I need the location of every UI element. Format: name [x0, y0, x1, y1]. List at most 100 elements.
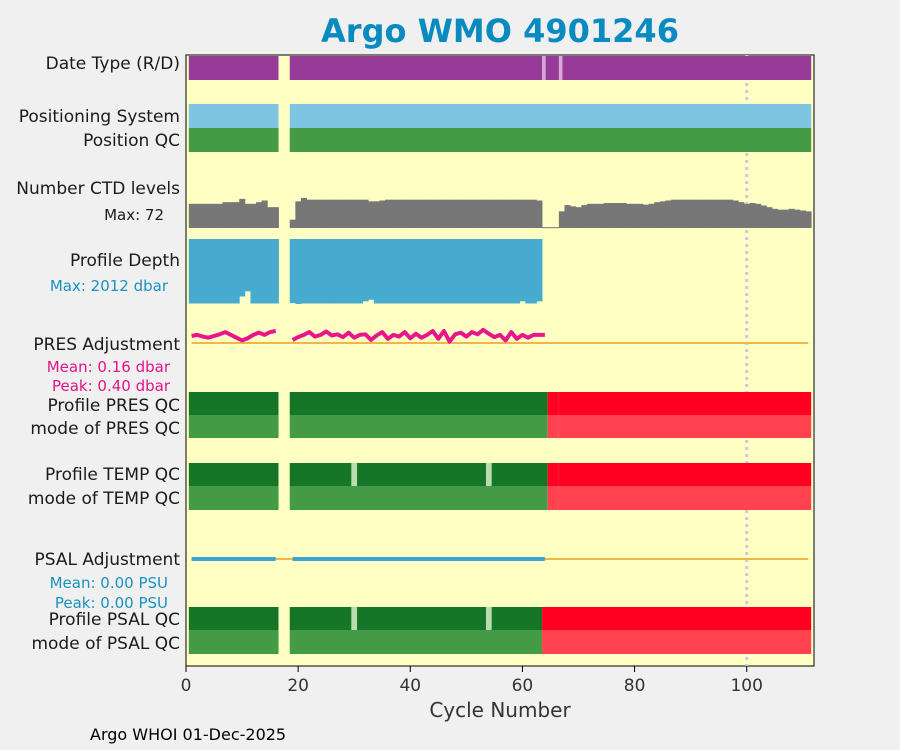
profile-depth-bar [429, 239, 436, 304]
ctd-level-bar [715, 199, 722, 228]
profile-depth-bar [250, 239, 257, 304]
ctd-level-bar [783, 209, 790, 228]
label-mode-psal-qc: mode of PSAL QC [31, 634, 180, 654]
profile-depth-bar [480, 239, 487, 304]
profile-depth-bar [530, 239, 537, 304]
profile-depth-bar [334, 239, 341, 304]
ctd-level-bar [631, 203, 638, 228]
x-tick-label: 60 [512, 676, 534, 696]
ctd-level-bar [766, 207, 773, 228]
ctd-level-bar [345, 199, 352, 228]
profile-pres-qc-segment [289, 392, 548, 415]
ctd-level-bar [244, 203, 251, 228]
profile-temp-qc-segment [289, 463, 352, 486]
ctd-level-bar [497, 199, 504, 228]
label-mode-temp-qc: mode of TEMP QC [28, 489, 180, 509]
x-tick-label: 0 [181, 676, 192, 696]
profile-depth-bar [328, 239, 335, 304]
profile-pres-qc-segment [188, 392, 279, 415]
ctd-level-bar [671, 199, 678, 228]
label-mode-pres-qc: mode of PRES QC [30, 419, 180, 439]
ctd-level-bar [542, 227, 549, 229]
ctd-level-bar [519, 199, 526, 228]
profile-temp-qc-segment [558, 463, 812, 486]
x-tick-label: 40 [399, 676, 421, 696]
ctd-level-bar [188, 203, 195, 228]
date-type-light-segment [558, 56, 563, 80]
ctd-level-bar [687, 199, 694, 228]
positioning-system-bar [188, 104, 279, 128]
ctd-level-bar [469, 199, 476, 228]
profile-depth-bar [457, 239, 464, 304]
ctd-level-bar [463, 199, 470, 228]
mode-pres-qc-segment [558, 415, 812, 438]
ctd-level-bar [558, 211, 565, 228]
ctd-level-bar [407, 199, 414, 228]
ctd-level-bar [272, 207, 279, 228]
profile-depth-bar [441, 239, 448, 304]
profile-temp-qc-segment [547, 463, 559, 486]
ctd-level-bar [390, 199, 397, 228]
ctd-level-bar [676, 199, 683, 228]
label-positioning-system: Positioning System [19, 107, 180, 127]
mode-temp-qc-segment [289, 486, 548, 510]
ctd-level-bar [738, 202, 745, 228]
profile-depth-bar [345, 239, 352, 304]
profile-psal-qc-segment [289, 607, 352, 630]
ctd-level-bar [491, 199, 498, 228]
x-tick-label: 80 [624, 676, 646, 696]
profile-depth-bar [368, 239, 375, 300]
label-profile-depth: Profile Depth [70, 251, 180, 271]
mode-pres-qc-segment [188, 415, 279, 438]
ctd-level-bar [642, 204, 649, 228]
label-profile-temp-qc: Profile TEMP QC [45, 465, 180, 485]
profile-depth-bar [211, 239, 218, 304]
x-tick-label: 20 [287, 676, 309, 696]
ctd-level-bar [211, 203, 218, 228]
profile-depth-bar [491, 239, 498, 304]
ctd-level-bar [805, 211, 812, 228]
ctd-level-bar [502, 199, 509, 228]
ctd-level-bar [777, 209, 784, 228]
ctd-level-bar [250, 203, 257, 228]
profile-depth-bar [267, 239, 274, 304]
profile-depth-bar [272, 239, 279, 304]
qc-light-segment [351, 463, 358, 486]
profile-pres-qc-segment [547, 392, 559, 415]
ctd-level-bar [233, 202, 240, 228]
ctd-level-bar [452, 199, 459, 228]
profile-depth-bar [340, 239, 347, 304]
ctd-level-bar [564, 205, 571, 228]
label-depth-max: Max: 2012 dbar [50, 277, 169, 295]
profile-temp-qc-segment [491, 463, 548, 486]
ctd-level-bar [637, 203, 644, 228]
ctd-level-bar [586, 203, 593, 228]
ctd-level-bar [396, 199, 403, 228]
ctd-level-bar [295, 201, 302, 228]
plot-area [185, 54, 815, 667]
profile-depth-bar [390, 239, 397, 304]
ctd-level-bar [205, 203, 212, 228]
mode-pres-qc-segment [289, 415, 548, 438]
ctd-level-bar [654, 202, 661, 228]
profile-depth-bar [194, 239, 201, 304]
ctd-level-bar [525, 199, 532, 228]
label-psal-mean: Mean: 0.00 PSU [50, 574, 168, 592]
profile-depth-bar [205, 239, 212, 304]
ctd-level-bar [771, 208, 778, 228]
profile-depth-bar [514, 239, 521, 304]
pres-adjustment-line [191, 328, 277, 343]
ctd-level-bar [228, 202, 235, 228]
profile-depth-bar [295, 239, 302, 304]
profile-depth-bar [216, 239, 223, 304]
ctd-level-bar [435, 199, 442, 228]
mode-pres-qc-segment [547, 415, 559, 438]
profile-depth-bar [413, 239, 420, 304]
label-position-qc: Position QC [83, 131, 180, 151]
mode-temp-qc-segment [558, 486, 812, 510]
mode-psal-qc-segment [542, 630, 812, 654]
ctd-level-bar [581, 205, 588, 228]
ctd-level-bar [508, 199, 515, 228]
position-qc-bar [188, 128, 279, 152]
profile-depth-bar [446, 239, 453, 304]
